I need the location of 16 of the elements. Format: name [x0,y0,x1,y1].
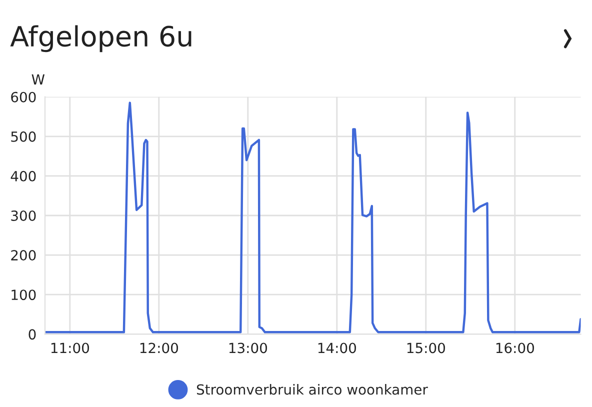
y-tick-label: 0 [28,329,36,340]
y-tick-label: 200 [11,250,36,261]
x-tick-label: 14:00 [318,342,356,354]
chart-title: Afgelopen 6u [10,25,192,52]
y-tick-label: 500 [11,131,36,142]
y-tick-label: 300 [11,210,36,221]
x-tick-label: 15:00 [407,342,445,354]
y-tick-label: 100 [12,290,36,300]
y-axis-title: W [32,74,45,84]
x-tick-label: 12:00 [140,342,178,354]
y-tick-label: 400 [10,170,36,182]
y-tick-label: 600 [11,92,36,102]
legend-label: Stroomverbruik airco woonkamer [196,384,428,395]
x-tick-label: 16:00 [496,342,534,354]
x-tick-label: 11:00 [51,342,89,354]
x-tick-label: 13:00 [229,342,267,354]
